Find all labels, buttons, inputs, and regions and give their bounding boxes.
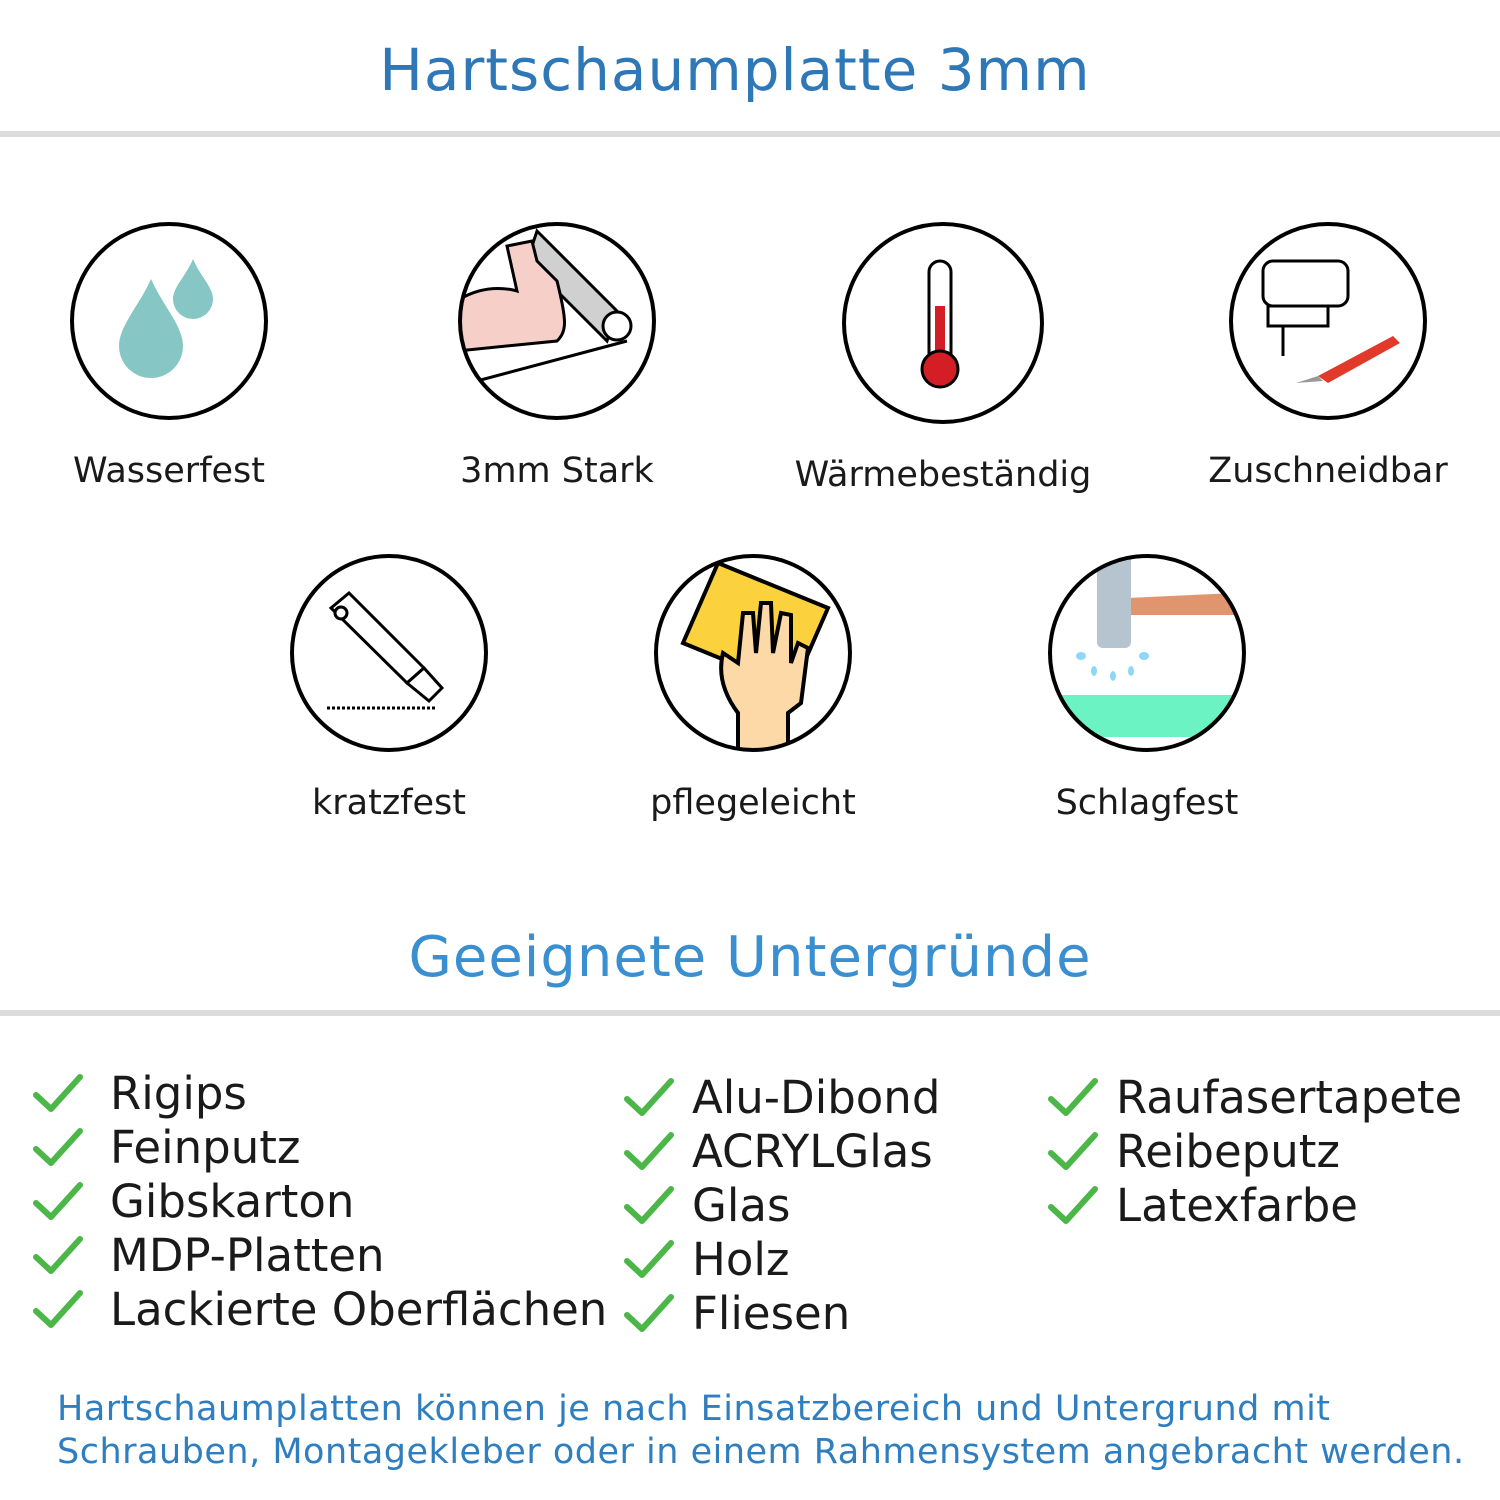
substrate-item: ACRYLGlas	[624, 1124, 940, 1178]
checkmark-icon	[624, 1294, 674, 1332]
checkmark-icon	[624, 1132, 674, 1170]
substrate-item: MDP-Platten	[33, 1228, 607, 1282]
feature-zuschneidbar: Zuschneidbar	[1168, 221, 1488, 491]
thermometer-icon	[842, 222, 1044, 424]
feature-label: kratzfest	[311, 783, 466, 823]
footer-note: Hartschaumplatten können je nach Einsatz…	[57, 1388, 1465, 1474]
checkmark-icon	[33, 1236, 83, 1274]
feature-label: 3mm Stark	[460, 451, 654, 491]
checkmark-icon	[624, 1078, 674, 1116]
feature-3mm-stark: 3mm Stark	[397, 221, 717, 491]
feature-pflegeleicht: pflegeleicht	[593, 553, 913, 823]
divider	[0, 131, 1500, 137]
feature-label: pflegeleicht	[650, 783, 856, 823]
substrate-item: Lackierte Oberflächen	[33, 1282, 607, 1336]
cutter-knife-icon	[290, 554, 488, 752]
checkmark-icon	[1048, 1186, 1098, 1224]
substrate-item: Feinputz	[33, 1120, 607, 1174]
substrate-label: Reibeputz	[1116, 1124, 1341, 1178]
substrate-item: Holz	[624, 1232, 940, 1286]
feature-label: Wasserfest	[72, 451, 266, 491]
substrate-list-col1: Rigips Feinputz Gibskarton MDP-Platten Lacki…	[33, 1066, 607, 1336]
substrate-item: Rigips	[33, 1066, 607, 1120]
checkmark-icon	[1048, 1078, 1098, 1116]
feature-kratzfest: kratzfest	[229, 553, 549, 823]
checkmark-icon	[1048, 1132, 1098, 1170]
checkmark-icon	[33, 1182, 83, 1220]
substrate-item: Reibeputz	[1048, 1124, 1462, 1178]
substrate-item: Alu-Dibond	[624, 1070, 940, 1124]
feature-label: Wärmebeständig	[794, 455, 1092, 495]
substrate-item: Fliesen	[624, 1286, 940, 1340]
substrate-item: Latexfarbe	[1048, 1178, 1462, 1232]
feature-label: Schlagfest	[1055, 783, 1239, 823]
checkmark-icon	[33, 1290, 83, 1328]
substrate-label: Rigips	[110, 1066, 247, 1120]
substrate-label: Raufasertapete	[1116, 1070, 1463, 1124]
footer-line: Hartschaumplatten können je nach Einsatz…	[57, 1389, 1331, 1429]
cleaning-cloth-hand-icon	[654, 554, 852, 752]
water-drops-icon	[70, 222, 268, 420]
checkmark-icon	[33, 1128, 83, 1166]
substrate-label: Feinputz	[110, 1120, 301, 1174]
substrate-item: Gibskarton	[33, 1174, 607, 1228]
jigsaw-knife-icon	[1229, 222, 1427, 420]
substrate-label: Lackierte Oberflächen	[110, 1282, 608, 1336]
page-title: Hartschaumplatte 3mm	[379, 36, 1091, 104]
substrate-label: Gibskarton	[110, 1174, 355, 1228]
substrate-label: MDP-Platten	[110, 1228, 385, 1282]
substrate-label: Holz	[692, 1232, 790, 1286]
feature-wasserfest: Wasserfest	[9, 221, 329, 491]
divider	[0, 1010, 1500, 1016]
substrate-label: Glas	[692, 1178, 791, 1232]
footer-line: Schrauben, Montagekleber oder in einem R…	[57, 1432, 1465, 1472]
section-title: Geeignete Untergründe	[408, 925, 1092, 990]
substrate-item: Glas	[624, 1178, 940, 1232]
substrate-label: Alu-Dibond	[692, 1070, 941, 1124]
feature-schlagfest: Schlagfest	[987, 553, 1307, 823]
substrate-label: ACRYLGlas	[692, 1124, 933, 1178]
substrate-item: Raufasertapete	[1048, 1070, 1462, 1124]
checkmark-icon	[33, 1074, 83, 1112]
muscle-arm-icon	[458, 222, 656, 420]
substrate-label: Fliesen	[692, 1286, 851, 1340]
feature-waermebestaendig: Wärmebeständig	[783, 221, 1103, 495]
substrate-label: Latexfarbe	[1116, 1178, 1358, 1232]
substrate-list-col2: Alu-Dibond ACRYLGlas Glas Holz Fliesen	[624, 1070, 940, 1340]
checkmark-icon	[624, 1186, 674, 1224]
hammer-icon	[1048, 554, 1246, 752]
substrate-list-col3: Raufasertapete Reibeputz Latexfarbe	[1048, 1070, 1462, 1232]
feature-label: Zuschneidbar	[1208, 451, 1448, 491]
checkmark-icon	[624, 1240, 674, 1278]
